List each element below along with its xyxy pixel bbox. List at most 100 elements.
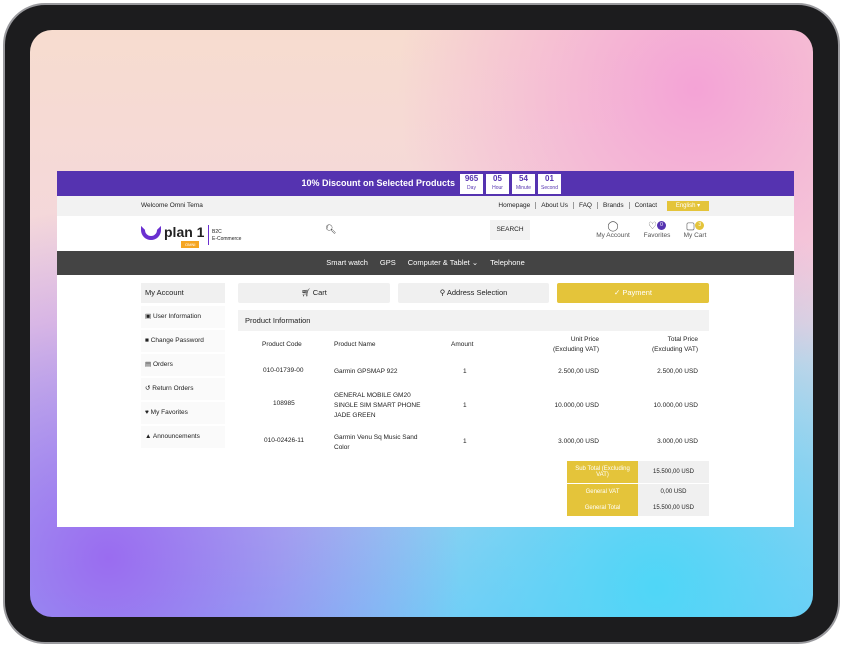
- countdown-days: 965 Day: [460, 174, 483, 194]
- heart-icon: ♡ 0: [639, 221, 675, 232]
- sidebar-item-label: User Information: [152, 313, 201, 320]
- countdown-unit: Second: [541, 185, 558, 191]
- subtotal-value: 15.500,00 USD: [638, 461, 709, 483]
- sidebar-item-announcements[interactable]: ▲ Announcements: [141, 426, 225, 448]
- link-brands[interactable]: Brands: [596, 202, 629, 209]
- top-bar: Welcome Omni Tema Homepage About Us FAQ …: [57, 196, 794, 216]
- countdown-unit: Day: [467, 185, 476, 191]
- sidebar-item-orders[interactable]: ▤ Orders: [141, 354, 225, 376]
- product-name[interactable]: Garmin GPSMAP 922: [334, 368, 398, 375]
- countdown-unit: Minute: [515, 185, 531, 191]
- countdown-hours: 05 Hour: [486, 174, 509, 194]
- nav-computer-tablet[interactable]: Computer & Tablet ⌄: [407, 258, 479, 267]
- lock-icon: ■: [145, 337, 151, 344]
- unit-price: 10.000,00 USD: [554, 402, 599, 409]
- sidebar-item-my-favorites[interactable]: ♥ My Favorites: [141, 402, 225, 424]
- unit-price: 3.000,00 USD: [558, 438, 599, 445]
- product-amount: 1: [463, 402, 467, 409]
- logo-badge: OMNI: [181, 241, 200, 248]
- discount-banner: 10% Discount on Selected Products 965 Day…: [57, 171, 794, 196]
- logo-tag: E-Commerce: [212, 236, 242, 242]
- web-page: 10% Discount on Selected Products 965 Day…: [57, 171, 794, 527]
- product-name[interactable]: GENERAL MOBILE GM20 SINGLE SIM SMART PHO…: [334, 392, 421, 419]
- search-icon: 🔍︎: [325, 224, 337, 234]
- language-select[interactable]: English ▾: [667, 201, 709, 211]
- logo-tag: B2C: [212, 229, 222, 235]
- general-vat-label: General VAT: [567, 484, 638, 500]
- step-payment[interactable]: ✓ Payment: [557, 283, 709, 303]
- link-homepage[interactable]: Homepage: [498, 202, 531, 209]
- logo-divider: [208, 225, 209, 245]
- header-product-name: Product Name: [334, 341, 376, 348]
- favorites-count: 0: [656, 221, 666, 230]
- search-button[interactable]: SEARCH: [490, 220, 530, 240]
- my-cart-label: My Cart: [683, 232, 707, 239]
- category-nav: Smart watch GPS Computer & Tablet ⌄ Tele…: [57, 251, 794, 275]
- welcome-text: Welcome Omni Tema: [141, 202, 203, 209]
- countdown-minutes: 54 Minute: [512, 174, 535, 194]
- general-vat-value: 0,00 USD: [638, 484, 709, 500]
- heart-icon: ♥: [145, 409, 151, 416]
- product-code: 010-02426-11: [264, 437, 304, 444]
- my-account-label: My Account: [596, 232, 630, 239]
- sidebar-item-label: Return Orders: [152, 385, 194, 392]
- countdown-seconds: 01 Second: [538, 174, 561, 194]
- sidebar-title: My Account: [141, 283, 225, 303]
- countdown-unit: Hour: [492, 185, 503, 191]
- header-amount: Amount: [451, 341, 474, 348]
- step-label: Address Selection: [446, 288, 508, 297]
- general-total-value: 15.500,00 USD: [638, 500, 709, 516]
- product-name[interactable]: Garmin Venu Sq Music Sand Color: [334, 434, 418, 451]
- step-label: Cart: [312, 288, 327, 297]
- product-code: 010-01739-00: [263, 367, 304, 374]
- header-unit-price: Unit Price: [570, 336, 599, 343]
- sidebar-item-user-information[interactable]: ▣ User Information: [141, 306, 225, 328]
- sidebar-item-label: My Favorites: [150, 409, 188, 416]
- nav-telephone[interactable]: Telephone: [490, 258, 525, 267]
- my-account-button[interactable]: ◯ My Account: [593, 221, 633, 239]
- logo[interactable]: plan 1: [164, 224, 205, 240]
- check-icon: ✓: [614, 288, 623, 297]
- cart-icon: 🛒︎: [301, 288, 313, 297]
- product-information-title: Product Information: [238, 310, 709, 331]
- briefcase-icon: ▣: [145, 313, 153, 320]
- cart-count: 3: [695, 221, 705, 230]
- total-price: 10.000,00 USD: [653, 402, 698, 409]
- my-cart-button[interactable]: ▢ 3 My Cart: [677, 221, 713, 239]
- map-pin-icon: ⚲: [439, 288, 447, 297]
- product-amount: 1: [463, 368, 467, 375]
- search-input[interactable]: [337, 220, 487, 240]
- link-about-us[interactable]: About Us: [535, 202, 573, 209]
- countdown-value: 05: [493, 174, 502, 183]
- top-links: Homepage About Us FAQ Brands Contact: [493, 202, 662, 209]
- banner-text: 10% Discount on Selected Products: [301, 178, 455, 188]
- logo-icon: [141, 226, 161, 240]
- bell-icon: ▲: [145, 433, 153, 440]
- nav-smart-watch[interactable]: Smart watch: [326, 258, 368, 267]
- site-header: plan 1 OMNI B2C E-Commerce 🔍︎ SEARCH ◯ M…: [57, 216, 794, 251]
- subtotal-label: Sub Total (Excluding VAT): [567, 461, 638, 483]
- link-faq[interactable]: FAQ: [572, 202, 597, 209]
- sidebar-item-label: Announcements: [152, 433, 200, 440]
- unit-price: 2.500,00 USD: [558, 368, 599, 375]
- sidebar-item-change-password[interactable]: ■ Change Password: [141, 330, 225, 352]
- header-total-price: Total Price: [667, 336, 698, 343]
- total-price: 3.000,00 USD: [657, 438, 698, 445]
- header-total-price-note: (Excluding VAT): [652, 346, 698, 353]
- favorites-button[interactable]: ♡ 0 Favorites: [639, 221, 675, 239]
- step-address-selection[interactable]: ⚲ Address Selection: [398, 283, 549, 303]
- nav-gps[interactable]: GPS: [379, 258, 396, 267]
- link-contact[interactable]: Contact: [628, 202, 662, 209]
- countdown-value: 965: [464, 174, 479, 183]
- header-unit-price-note: (Excluding VAT): [553, 346, 599, 353]
- product-amount: 1: [463, 438, 467, 445]
- favorites-label: Favorites: [643, 232, 671, 239]
- step-cart[interactable]: 🛒︎ Cart: [238, 283, 390, 303]
- sidebar-item-label: Change Password: [150, 337, 204, 344]
- product-code: 108985: [273, 400, 295, 407]
- sidebar-item-return-orders[interactable]: ↺ Return Orders: [141, 378, 225, 400]
- header-product-code: Product Code: [262, 341, 302, 348]
- user-icon: ◯: [607, 221, 619, 232]
- undo-icon: ↺: [145, 385, 153, 392]
- total-price: 2.500,00 USD: [657, 368, 698, 375]
